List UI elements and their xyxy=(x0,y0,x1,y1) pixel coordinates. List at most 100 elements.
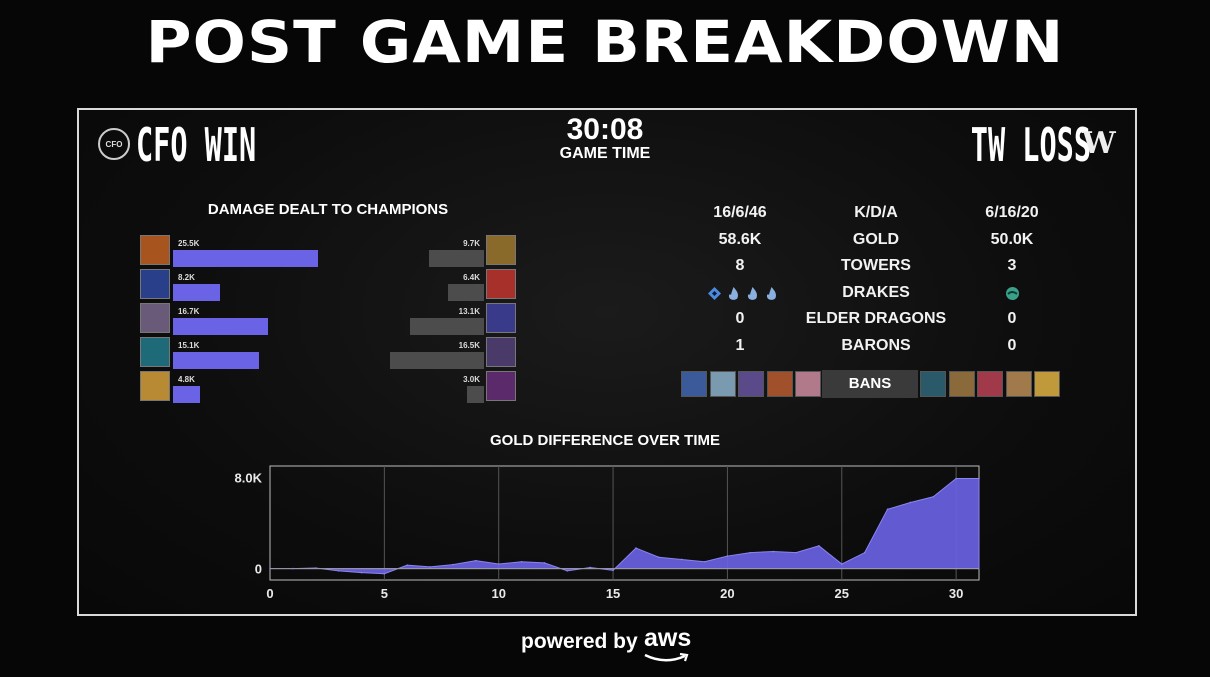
page-title: POST GAME BREAKDOWN xyxy=(145,8,1065,76)
ban-portrait-right xyxy=(920,371,946,397)
damage-label-left: 25.5K xyxy=(178,239,200,248)
gold-data-point xyxy=(795,551,797,554)
ban-portrait-left xyxy=(795,371,821,397)
ban-portrait-right xyxy=(977,371,1003,397)
gold-data-point xyxy=(886,508,889,511)
gold-data-point xyxy=(749,551,752,554)
ban-portrait-left xyxy=(709,371,736,397)
y-tick-label: 8.0K xyxy=(235,470,263,485)
stat-right-value: 3 xyxy=(1007,257,1017,274)
damage-label-right: 13.1K xyxy=(458,307,480,316)
tw-logo-icon: W xyxy=(1082,126,1116,161)
chart-title: GOLD DIFFERENCE OVER TIME xyxy=(489,432,720,449)
gold-difference-chart: 0 5 10 15 20 25 30 8.0K 0 xyxy=(235,465,980,601)
diamond-drake-icon xyxy=(708,286,721,300)
x-tick-label: 30 xyxy=(949,586,963,601)
damage-bar-left xyxy=(173,352,259,369)
stat-left-value: 8 xyxy=(735,257,745,274)
gold-data-point xyxy=(635,547,637,549)
gold-data-point xyxy=(337,570,340,572)
x-tick-label: 25 xyxy=(835,586,849,601)
gold-data-point xyxy=(955,477,957,480)
gold-data-point xyxy=(612,569,614,572)
damage-label-left: 15.1K xyxy=(178,341,200,350)
champion-portrait-right xyxy=(486,303,516,333)
ban-portrait-left xyxy=(681,371,707,397)
gold-data-point xyxy=(818,545,820,547)
flame-drake-icon xyxy=(747,286,758,300)
champion-portrait-left xyxy=(140,371,170,401)
damage-bar-right xyxy=(429,250,484,267)
damage-bar-left xyxy=(173,386,200,403)
stat-label: DRAKES xyxy=(842,283,910,301)
stat-left-value: 16/6/46 xyxy=(713,204,767,221)
champion-portrait-right xyxy=(486,371,516,401)
gold-data-point xyxy=(658,556,660,558)
x-tick-label: 20 xyxy=(720,586,734,601)
ban-portrait-right xyxy=(1005,371,1032,397)
stat-right-value: 50.0K xyxy=(990,230,1034,248)
ban-portrait-left xyxy=(738,371,764,397)
gold-data-point xyxy=(589,566,591,569)
stat-right-value: 6/16/20 xyxy=(985,204,1039,221)
gold-data-point xyxy=(292,567,294,570)
aws-smile-icon xyxy=(644,652,689,662)
damage-label-left: 8.2K xyxy=(178,273,195,282)
stat-left-value: 58.6K xyxy=(718,230,762,248)
gold-data-point xyxy=(497,563,500,565)
damage-label-left: 4.8K xyxy=(178,375,195,384)
stat-label: ELDER DRAGONS xyxy=(805,310,947,327)
gold-data-point xyxy=(978,477,980,480)
gold-data-point xyxy=(909,501,912,504)
gold-data-point xyxy=(452,563,454,566)
flame-drake-icon xyxy=(728,286,739,300)
team-left-result: CFO WIN xyxy=(136,118,257,172)
champion-portrait-right xyxy=(486,269,516,299)
damage-label-left: 16.7K xyxy=(178,307,200,316)
x-tick-label: 0 xyxy=(266,586,273,601)
damage-label-right: 9.7K xyxy=(463,239,480,248)
game-time-value: 30:08 xyxy=(566,113,644,146)
gold-data-point xyxy=(314,567,317,569)
damage-bar-left xyxy=(173,318,268,335)
stat-label: GOLD xyxy=(852,230,900,248)
damage-bar-left xyxy=(173,284,220,301)
team-right-result: TW LOSS xyxy=(970,118,1092,172)
gold-data-point xyxy=(566,570,569,572)
stat-left-value: 1 xyxy=(735,336,745,354)
ocean-drake-icon xyxy=(1006,286,1019,300)
champion-portrait-left xyxy=(140,303,170,333)
champion-portrait-left xyxy=(140,235,170,265)
ban-portrait-left xyxy=(766,371,793,397)
damage-label-right: 6.4K xyxy=(463,273,480,282)
gold-data-point xyxy=(520,560,523,563)
champion-portrait-right xyxy=(486,337,516,367)
champion-portrait-left xyxy=(140,337,170,367)
ban-portrait-right xyxy=(1034,371,1060,397)
damage-bar-right xyxy=(390,352,484,369)
gold-data-point xyxy=(269,567,271,570)
gold-data-point xyxy=(863,551,866,554)
gold-data-point xyxy=(406,564,409,566)
gold-area-series xyxy=(270,478,980,575)
damage-bar-right xyxy=(467,386,484,403)
flame-drake-icon xyxy=(766,286,777,300)
champion-portrait-right xyxy=(486,235,516,265)
stat-left-value: 0 xyxy=(735,310,745,327)
damage-label-right: 3.0K xyxy=(463,375,480,384)
bans-label: BANS xyxy=(822,370,918,398)
damage-label-right: 16.5K xyxy=(458,341,480,350)
stat-label: BARONS xyxy=(841,336,911,354)
powered-by-text: powered by xyxy=(521,630,638,653)
damage-title: DAMAGE DEALT TO CHAMPIONS xyxy=(207,201,449,218)
gold-data-point xyxy=(360,571,363,574)
ban-portrait-right xyxy=(948,371,975,397)
gold-data-point xyxy=(772,550,774,553)
stat-right-value: 0 xyxy=(1007,336,1017,354)
gold-data-point xyxy=(429,566,431,568)
champion-portrait-left xyxy=(140,269,170,299)
y-tick-label: 0 xyxy=(255,562,262,577)
aws-logo: aws xyxy=(644,624,692,652)
damage-bar-left xyxy=(173,250,318,267)
x-tick-label: 5 xyxy=(381,586,388,601)
